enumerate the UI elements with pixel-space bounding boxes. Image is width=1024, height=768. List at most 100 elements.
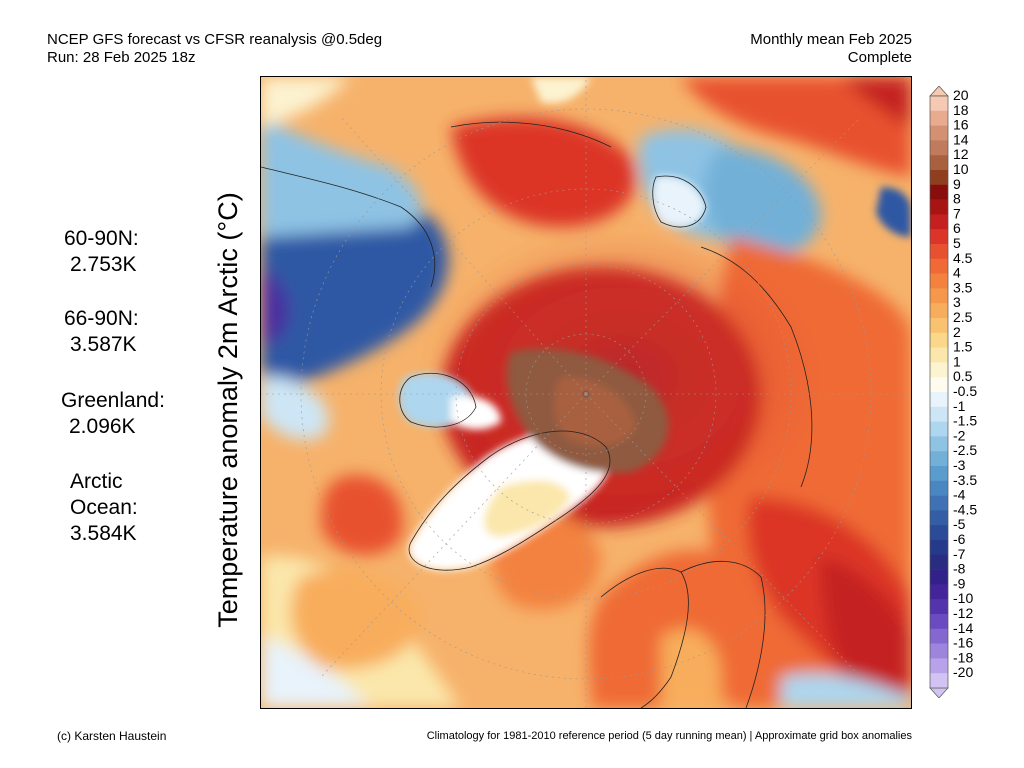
colorbar-swatch	[930, 362, 948, 378]
stat-greenland: Greenland: 2.096K	[61, 388, 165, 440]
sea-ice-and-land-detail	[399, 77, 911, 571]
stat-value: 3.584K	[70, 522, 137, 545]
colorbar-swatch	[930, 614, 948, 630]
colorbar-tick-label: -7	[953, 546, 966, 562]
colorbar-tick-label: 1	[953, 353, 961, 369]
colorbar-swatch	[930, 569, 948, 585]
colorbar-tick-label: -10	[953, 590, 973, 606]
colorbar-swatch	[930, 140, 948, 156]
colorbar-tick-label: 14	[953, 131, 969, 147]
colorbar-swatch	[930, 125, 948, 141]
coastlines	[261, 121, 813, 708]
graticule	[582, 390, 590, 398]
colorbar-tick-label: 9	[953, 176, 961, 192]
colorbar-tick-label: -1	[953, 398, 966, 414]
map-canvas	[261, 77, 911, 708]
colorbar-swatch	[930, 599, 948, 615]
completion-status: Complete	[847, 49, 912, 66]
colorbar-top-arrow	[929, 86, 949, 97]
colorbar-swatch	[930, 510, 948, 526]
colorbar-swatch	[930, 184, 948, 200]
colorbar-swatch	[930, 643, 948, 659]
colorbar-swatch	[930, 658, 948, 674]
colorbar-tick-label: 2	[953, 324, 961, 340]
colorbar-tick-label: -5	[953, 516, 966, 532]
colorbar-tick-label: 3.5	[953, 279, 973, 295]
colorbar-tick-label: -2	[953, 427, 966, 443]
colorbar-tick-label: -3.5	[953, 472, 977, 488]
colorbar-tick-label: -18	[953, 649, 973, 665]
model-title: NCEP GFS forecast vs CFSR reanalysis @0.…	[47, 31, 383, 48]
colorbar-swatch	[930, 229, 948, 245]
run-time: Run: 28 Feb 2025 18z	[47, 49, 196, 66]
colorbar-swatch	[930, 377, 948, 393]
stat-label: 60-90N:	[64, 227, 139, 250]
colorbar-tick-label: 12	[953, 146, 969, 162]
map-header-left: NCEP GFS forecast vs CFSR reanalysis @0.…	[47, 31, 382, 67]
copyright-text: (c) Karsten Haustein	[57, 729, 167, 743]
colorbar-swatch	[930, 155, 948, 171]
colorbar-swatch	[930, 258, 948, 274]
stat-value: 3.587K	[70, 333, 137, 356]
colorbar-tick-label: 6	[953, 220, 961, 236]
colorbar-tick-label: 2.5	[953, 309, 973, 325]
colorbar-swatch	[930, 288, 948, 304]
colorbar-swatch	[930, 318, 948, 334]
colorbar: 201816141210987654.543.532.521.510.5-0.5…	[929, 86, 977, 698]
colorbar-swatch	[930, 525, 948, 541]
colorbar-tick-label: -9	[953, 575, 966, 591]
colorbar-tick-label: 0.5	[953, 368, 973, 384]
stat-value: 2.753K	[70, 253, 137, 276]
colorbar-tick-label: -2.5	[953, 442, 977, 458]
stat-label: Greenland:	[61, 389, 165, 412]
colorbar-tick-label: 4.5	[953, 250, 973, 266]
colorbar-swatch	[930, 628, 948, 644]
colorbar-tick-label: -8	[953, 561, 966, 577]
colorbar-tick-label: -6	[953, 531, 966, 547]
colorbar-tick-label: -14	[953, 620, 973, 636]
colorbar-swatch	[930, 96, 948, 112]
colorbar-swatch	[930, 436, 948, 452]
colorbar-tick-label: -20	[953, 664, 973, 680]
stat-label-line2: Ocean:	[70, 496, 138, 519]
colorbar-swatch	[930, 273, 948, 289]
colorbar-tick-label: -1.5	[953, 413, 977, 429]
colorbar-tick-label: -4	[953, 487, 966, 503]
stat-value: 2.096K	[69, 415, 136, 438]
colorbar-swatch	[930, 540, 948, 556]
colorbar-swatch	[930, 214, 948, 230]
stat-arctic-ocean: Arctic Ocean: 3.584K	[70, 469, 138, 547]
colorbar-tick-label: 4	[953, 265, 961, 281]
colorbar-bottom-arrow	[929, 687, 949, 698]
colorbar-swatch	[930, 673, 948, 689]
colorbar-swatch	[930, 554, 948, 570]
map-header-right: Monthly mean Feb 2025 Complete	[750, 31, 912, 67]
stat-label: 66-90N:	[64, 307, 139, 330]
colorbar-swatch	[930, 170, 948, 186]
colorbar-swatch	[930, 110, 948, 126]
colorbar-frame	[929, 95, 949, 689]
colorbar-tick-label: 3	[953, 294, 961, 310]
colorbar-swatch	[930, 495, 948, 511]
colorbar-swatch	[930, 421, 948, 437]
stat-60-90n: 60-90N: 2.753K	[64, 226, 139, 278]
polar-anomaly-map	[260, 76, 912, 709]
climatology-note: Climatology for 1981-2010 reference peri…	[426, 730, 912, 742]
anomaly-field	[261, 77, 911, 708]
colorbar-swatch	[930, 451, 948, 467]
stat-66-90n: 66-90N: 3.587K	[64, 306, 139, 358]
colorbar-swatch	[930, 392, 948, 408]
colorbar-swatch	[930, 332, 948, 348]
colorbar-swatch	[930, 303, 948, 319]
colorbar-swatch	[930, 199, 948, 215]
vertical-axis-title: Temperature anomaly 2m Arctic (°C)	[213, 192, 243, 628]
colorbar-swatch	[930, 406, 948, 422]
colorbar-swatch	[930, 480, 948, 496]
colorbar-tick-label: 1.5	[953, 339, 973, 355]
colorbar-tick-label: 8	[953, 191, 961, 207]
colorbar-swatch	[930, 584, 948, 600]
colorbar-tick-label: -4.5	[953, 501, 977, 517]
colorbar-tick-label: -3	[953, 457, 966, 473]
colorbar-swatch	[930, 466, 948, 482]
colorbar-tick-label: 10	[953, 161, 969, 177]
